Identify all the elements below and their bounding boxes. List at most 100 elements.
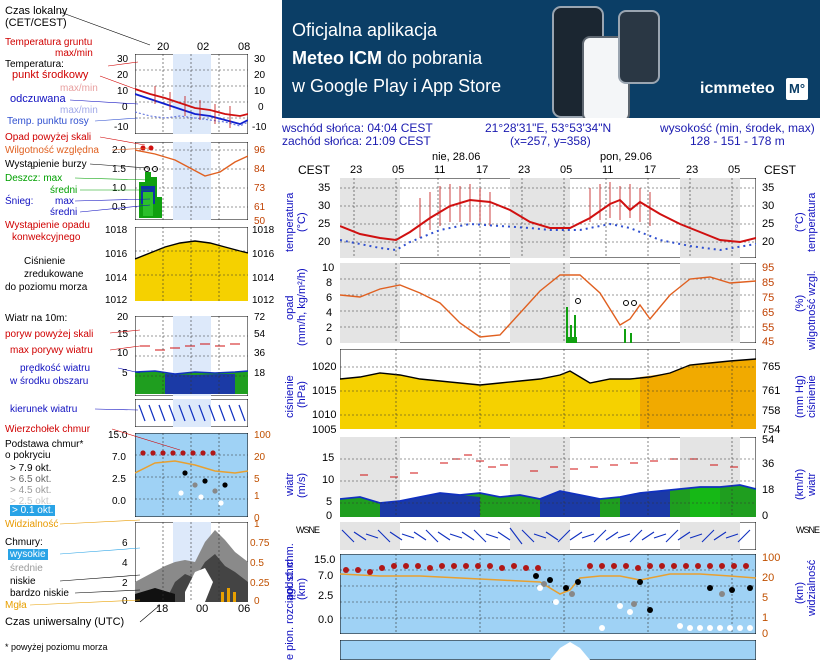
legend-wind-tick-3: 10 xyxy=(117,348,129,359)
legend-wind-panel xyxy=(135,316,248,396)
legend-temp-panel xyxy=(135,54,248,134)
legend-vis-tick-3: 5 xyxy=(254,474,260,485)
legend-cloud-tick-4: 0 xyxy=(122,596,128,607)
legend-okt-1: > 7.9 okt. xyxy=(10,463,52,474)
legend-wind-tick-4: 5 xyxy=(122,368,128,379)
legend-precip-tick-4: 0.5 xyxy=(112,202,126,213)
wind-kmh-unit: (km/h) xyxy=(794,468,806,500)
wind-tick-1: 15 xyxy=(322,452,335,464)
legend-temperature: Temperatura: xyxy=(5,59,64,70)
legend-high-label: wysokie xyxy=(8,549,48,560)
hum-tick-5: 55 xyxy=(762,322,775,334)
legend-temp-tick-l2: 20 xyxy=(117,70,129,81)
banner-line-3: w Google Play i App Store xyxy=(292,76,502,96)
legend-dew-point: Temp. punktu rosy xyxy=(7,116,89,127)
tz-right: CEST xyxy=(764,163,797,177)
legend-wind-tick-2: 15 xyxy=(117,329,129,340)
legend-gust-max: max porywy wiatru xyxy=(10,345,93,356)
legend-utc-hour-2: 00 xyxy=(196,603,209,615)
legend-timezone-sub: (CET/CEST) xyxy=(5,17,67,29)
legend-cfrac-tick-5: 0 xyxy=(254,596,260,607)
cb-tick-3: 2.5 xyxy=(318,590,334,602)
legend-rain: Deszcz: max xyxy=(5,173,63,184)
legend-top-hour-1: 20 xyxy=(157,41,170,53)
legend-temp-tick-l4: 0 xyxy=(122,102,128,113)
legend-press-tick-r4: 1012 xyxy=(252,295,275,306)
legend-fog: Mgła xyxy=(5,600,27,611)
vis-tick-1: 100 xyxy=(762,552,781,564)
legend-cfrac-tick-2: 0.75 xyxy=(250,538,270,549)
legend-convective-2: konwekcyjnego xyxy=(12,232,81,243)
legend-wind-tick-1: 20 xyxy=(117,312,129,323)
legend-temp-tick-r2: 20 xyxy=(254,70,266,81)
cb-tick-4: 0.0 xyxy=(318,614,334,626)
legend-hum-tick-4: 61 xyxy=(254,202,266,213)
press-mm-tick-1: 765 xyxy=(762,361,781,373)
press-mm-tick-4: 754 xyxy=(762,424,781,436)
wind-kmh-tick-1: 54 xyxy=(762,434,775,446)
banner-line-1: Oficjalna aplikacja xyxy=(292,20,438,40)
legend-high: wysokie xyxy=(8,549,48,560)
legend-press-tick-l4: 1012 xyxy=(105,295,128,306)
wind-direction-chart xyxy=(340,522,756,550)
grid-point: (x=257, y=358) xyxy=(510,134,591,148)
legend-temp-tick-l5: -10 xyxy=(114,122,129,133)
wind-axis-right: wiatr xyxy=(806,472,818,496)
legend-press-tick-r1: 1018 xyxy=(252,225,275,236)
temp-tick-r3: 25 xyxy=(762,218,775,230)
precip-tick-1: 10 xyxy=(322,262,335,274)
legend-cb-tick-2: 7.0 xyxy=(112,452,126,463)
legend-cloud-tick-1: 6 xyxy=(122,538,128,549)
legend-cloud-top: Wierzchołek chmur xyxy=(5,424,91,435)
tz-left: CEST xyxy=(298,163,331,177)
temp-tick-r2: 30 xyxy=(762,200,775,212)
legend-utc: Czas uniwersalny (UTC) xyxy=(5,616,125,628)
legend-temp-tick-r1: 30 xyxy=(254,54,266,65)
temp-tick-r4: 20 xyxy=(762,236,775,248)
legend-rain-mean: średni xyxy=(50,185,78,196)
temp-axis-right: temperatura xyxy=(806,192,818,252)
hour-label: 11 xyxy=(434,164,446,176)
vis-tick-5: 0 xyxy=(762,628,769,640)
legend-mid-point: punkt środkowy xyxy=(12,69,89,81)
vis-axis-right: widzialność xyxy=(806,559,818,616)
press-mm-unit: (mm Hg) xyxy=(794,375,806,418)
legend-wind-kmh-4: 18 xyxy=(254,368,266,379)
legend-snow-max: max xyxy=(55,196,74,207)
precip-tick-4: 4 xyxy=(326,307,333,319)
legend-cloud-base-panel xyxy=(135,433,248,517)
legend-pressure-panel xyxy=(135,227,248,301)
day-2-label: pon, 29.06 xyxy=(600,151,652,163)
wind-kmh-tick-4: 0 xyxy=(762,510,769,522)
hum-tick-3: 75 xyxy=(762,292,775,304)
legend-wind-kmh-3: 36 xyxy=(254,348,266,359)
compass-left: WSNE xyxy=(296,525,320,535)
legend-soil-temp-sub: max/min xyxy=(55,48,93,59)
press-mm-tick-2: 761 xyxy=(762,385,781,397)
coordinates: 21°28'31"E, 53°53'34"N xyxy=(485,121,612,135)
legend-press-tick-l2: 1016 xyxy=(105,249,128,260)
cb-axis-left-2: e pion. rozciągł. chm xyxy=(284,559,296,660)
legend-cloud-base: Podstawa chmur* xyxy=(5,439,84,450)
legend-cfrac-tick-4: 0.25 xyxy=(250,578,270,589)
legend-cloud-base-2: o pokryciu xyxy=(5,450,51,461)
hour-labels: 23 05 11 17 23 05 11 17 23 05 xyxy=(340,164,760,178)
compass-right: WSNE xyxy=(796,525,820,535)
hour-label: 23 xyxy=(350,164,363,176)
legend-utc-hour-3: 06 xyxy=(238,603,251,615)
cb-tick-2: 7.0 xyxy=(318,570,334,582)
legend-precip-over: Opad powyżej skali xyxy=(5,132,92,143)
legend-footnote: * powyżej poziomu morza xyxy=(5,642,108,652)
legend-press-tick-r2: 1016 xyxy=(252,249,275,260)
legend-wind: Wiatr na 10m: xyxy=(5,313,68,324)
cloud-base-chart xyxy=(340,554,756,634)
legend-snow: Śnieg: xyxy=(5,196,34,207)
legend-medium: średnie xyxy=(10,563,43,574)
legend-humidity: Wilgotność względna xyxy=(5,145,99,156)
press-tick-4: 1005 xyxy=(312,424,337,436)
legend-hum-tick-5: 50 xyxy=(254,216,266,227)
precipitation-chart xyxy=(340,263,756,343)
phone-mockup-3 xyxy=(618,10,660,84)
legend-visibility: Widzialność xyxy=(5,519,59,530)
app-banner[interactable]: Oficjalna aplikacja Meteo ICM do pobrani… xyxy=(282,0,820,118)
